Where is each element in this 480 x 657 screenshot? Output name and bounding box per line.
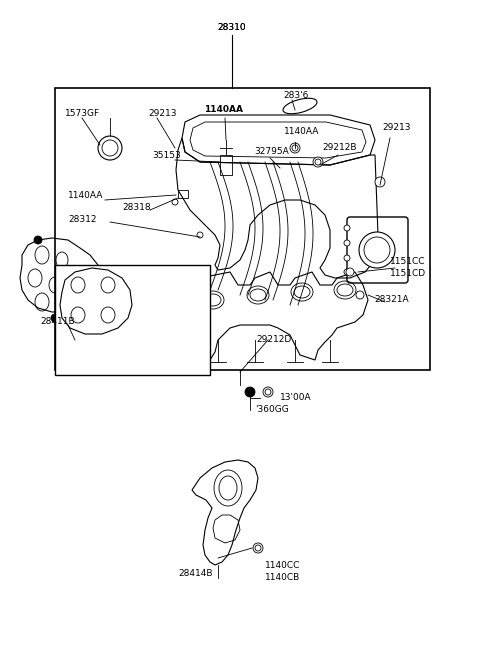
Text: 28310: 28310: [218, 24, 246, 32]
Circle shape: [356, 291, 364, 299]
Text: 28318: 28318: [122, 204, 151, 212]
Circle shape: [315, 159, 321, 165]
Text: 1140AA: 1140AA: [284, 127, 319, 137]
Circle shape: [265, 389, 271, 395]
Circle shape: [290, 143, 300, 153]
Circle shape: [172, 199, 178, 205]
Text: 1140CC: 1140CC: [265, 562, 300, 570]
Text: 32795A: 32795A: [254, 148, 289, 156]
Text: 28310: 28310: [218, 24, 246, 32]
Text: 1140AA: 1140AA: [68, 191, 103, 200]
Circle shape: [359, 232, 395, 268]
Circle shape: [263, 387, 273, 397]
Circle shape: [364, 237, 390, 263]
Circle shape: [81, 334, 89, 342]
Bar: [178, 190, 188, 198]
Text: 1151CD: 1151CD: [390, 269, 426, 279]
Bar: [55, 88, 430, 370]
Text: 29213: 29213: [148, 108, 177, 118]
Text: 29212B: 29212B: [322, 143, 357, 152]
Text: 28411B: 28411B: [40, 317, 74, 327]
Circle shape: [346, 268, 354, 276]
Circle shape: [197, 232, 203, 238]
Circle shape: [344, 255, 350, 261]
Text: 28312: 28312: [68, 215, 96, 225]
Text: 28321A: 28321A: [374, 296, 408, 304]
Text: 13'00A: 13'00A: [280, 392, 312, 401]
Circle shape: [51, 314, 59, 322]
Circle shape: [34, 236, 42, 244]
Text: 1140AA: 1140AA: [204, 106, 243, 114]
Text: '360GG: '360GG: [255, 405, 289, 415]
Bar: [220, 155, 232, 175]
Circle shape: [255, 545, 261, 551]
Circle shape: [344, 225, 350, 231]
Text: 28414B: 28414B: [178, 568, 213, 578]
Circle shape: [313, 157, 323, 167]
Circle shape: [375, 177, 385, 187]
Text: 1140CB: 1140CB: [265, 574, 300, 583]
Circle shape: [253, 543, 263, 553]
Circle shape: [292, 145, 298, 151]
Text: 35153: 35153: [152, 150, 181, 160]
Text: 1573GF: 1573GF: [65, 108, 100, 118]
Circle shape: [245, 387, 255, 397]
Text: 29213: 29213: [382, 124, 410, 133]
Circle shape: [344, 240, 350, 246]
Text: 283'6: 283'6: [283, 91, 308, 99]
Text: 1151CC: 1151CC: [390, 258, 425, 267]
Circle shape: [98, 136, 122, 160]
Circle shape: [344, 269, 350, 275]
Circle shape: [102, 140, 118, 156]
Text: 29212D: 29212D: [256, 336, 291, 344]
Bar: [55, 265, 210, 375]
Circle shape: [104, 338, 112, 346]
